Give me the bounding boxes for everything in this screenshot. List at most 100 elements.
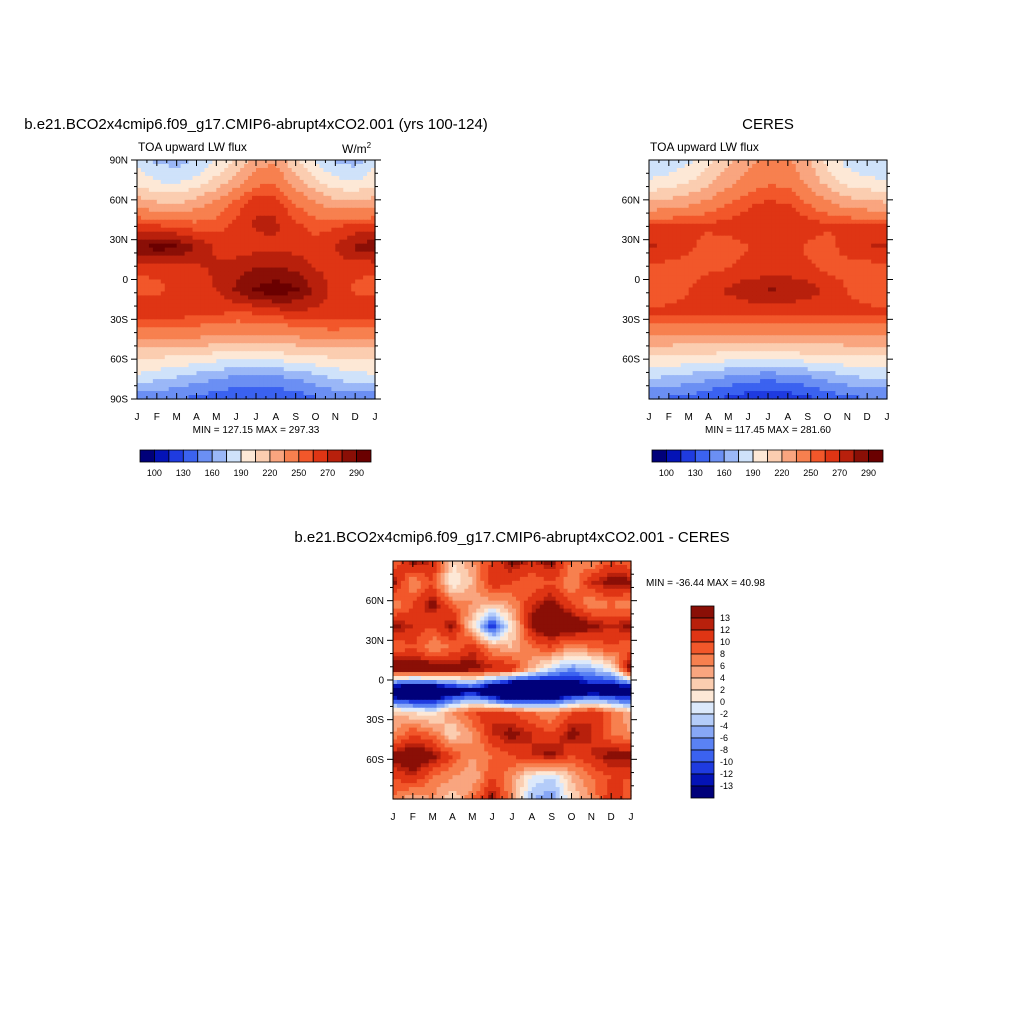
contour-cell xyxy=(315,287,321,293)
contour-cell xyxy=(339,343,344,348)
contour-cell xyxy=(164,271,170,277)
contour-cell xyxy=(148,175,154,181)
contour-cell xyxy=(263,311,269,316)
contour-cell xyxy=(196,371,202,376)
contour-cell xyxy=(835,167,840,173)
contour-cell xyxy=(252,279,257,285)
contour-cell xyxy=(652,219,658,225)
contour-cell xyxy=(228,323,233,328)
contour-cell xyxy=(335,295,340,301)
contour-cell xyxy=(291,271,297,277)
contour-cell xyxy=(299,315,305,320)
contour-cell xyxy=(208,167,213,173)
contour-cell xyxy=(367,303,372,308)
contour-cell xyxy=(307,251,313,257)
contour-cell xyxy=(192,303,198,308)
contour-cell xyxy=(339,160,344,165)
contour-cell xyxy=(668,227,674,233)
contour-cell xyxy=(188,243,194,249)
contour-cell xyxy=(319,227,325,233)
contour-cell xyxy=(664,167,670,173)
contour-cell xyxy=(160,379,166,384)
contour-cell xyxy=(180,223,186,229)
contour-cell xyxy=(271,171,277,177)
contour-cell xyxy=(220,247,225,253)
contour-cell xyxy=(680,191,686,197)
contour-cell xyxy=(220,323,225,328)
contour-cell xyxy=(176,387,182,392)
contour-cell xyxy=(236,167,241,173)
contour-cell xyxy=(783,227,789,233)
contour-cell xyxy=(152,303,158,308)
contour-cell xyxy=(172,295,178,301)
contour-cell xyxy=(184,171,190,177)
contour-cell xyxy=(236,255,241,261)
contour-cell xyxy=(803,215,809,221)
contour-cell xyxy=(760,215,765,221)
contour-cell xyxy=(351,299,356,304)
contour-cell xyxy=(295,287,301,293)
contour-cell xyxy=(688,211,694,217)
contour-cell xyxy=(252,215,257,221)
contour-cell xyxy=(359,387,364,392)
contour-cell xyxy=(188,311,194,316)
colorbar-box xyxy=(283,449,300,463)
contour-cell xyxy=(204,183,209,189)
contour-cell xyxy=(335,231,340,237)
contour-cell xyxy=(140,303,146,308)
contour-cell xyxy=(768,227,773,233)
contour-cell xyxy=(164,359,170,364)
contour-cell xyxy=(359,271,364,277)
contour-cell xyxy=(271,319,277,324)
contour-cell xyxy=(692,160,698,165)
contour-cell xyxy=(371,251,376,257)
contour-cell xyxy=(791,191,797,197)
contour-cell xyxy=(879,231,884,237)
contour-cell xyxy=(311,259,317,265)
contour-cell xyxy=(355,335,360,340)
contour-cell xyxy=(188,363,194,368)
contour-cell xyxy=(359,215,364,221)
contour-cell xyxy=(700,191,706,197)
contour-cell xyxy=(208,179,213,185)
contour-cell xyxy=(835,215,840,221)
contour-cell xyxy=(137,303,142,308)
contour-cell xyxy=(188,339,194,344)
contour-cell xyxy=(363,247,368,253)
contour-cell xyxy=(192,343,198,348)
contour-cell xyxy=(279,295,285,301)
contour-cell xyxy=(756,191,761,197)
contour-cell xyxy=(196,195,202,201)
contour-cell xyxy=(331,175,336,181)
contour-cell xyxy=(656,183,662,189)
contour-cell xyxy=(656,175,662,181)
contour-cell xyxy=(668,223,674,229)
contour-cell xyxy=(815,183,821,189)
contour-cell xyxy=(160,347,166,352)
contour-cell xyxy=(140,183,146,189)
contour-cell xyxy=(299,379,305,384)
contour-cell xyxy=(347,239,352,245)
contour-cell xyxy=(208,339,213,344)
contour-cell xyxy=(208,331,213,336)
contour-cell xyxy=(843,191,848,197)
contour-cell xyxy=(220,191,225,197)
contour-cell xyxy=(851,231,856,237)
contour-cell xyxy=(303,291,309,297)
contour-cell xyxy=(224,355,229,360)
contour-cell xyxy=(859,183,864,189)
contour-cell xyxy=(367,227,372,233)
contour-cell xyxy=(851,167,856,173)
contour-cell xyxy=(351,311,356,316)
contour-cell xyxy=(343,343,348,348)
contour-cell xyxy=(252,211,257,217)
contour-cell xyxy=(244,223,249,229)
contour-cell xyxy=(339,311,344,316)
contour-cell xyxy=(355,163,360,169)
contour-cell xyxy=(307,267,313,273)
contour-cell xyxy=(212,331,217,336)
contour-cell xyxy=(359,303,364,308)
contour-cell xyxy=(875,223,880,229)
contour-cell xyxy=(764,231,769,237)
contour-cell xyxy=(327,255,332,261)
